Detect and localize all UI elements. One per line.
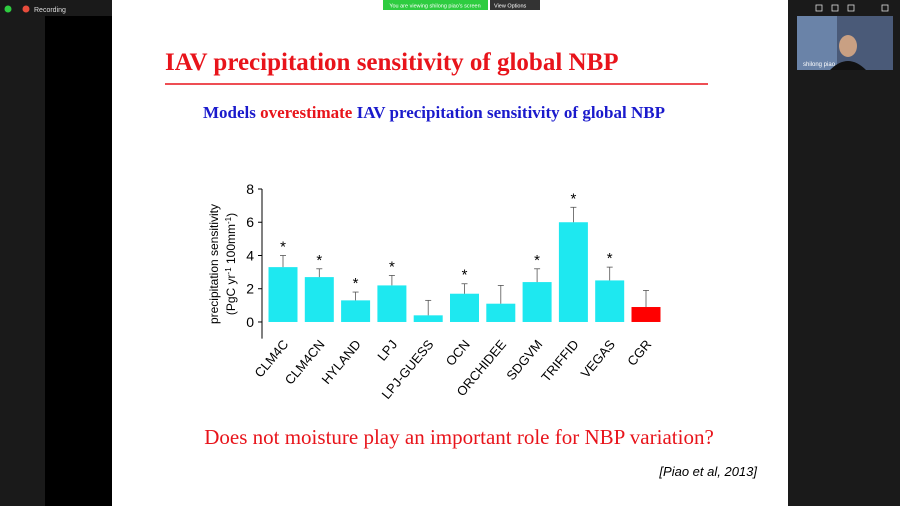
banner [383, 0, 488, 10]
citation: [Piao et al, 2013] [658, 464, 757, 479]
significance-mark: * [280, 238, 286, 255]
significance-mark: * [353, 275, 359, 292]
y-tick-label: 0 [246, 314, 254, 330]
y-tick-label: 2 [246, 281, 254, 297]
significance-mark: * [570, 190, 576, 207]
shoulders [830, 61, 866, 70]
significance-mark: * [316, 252, 322, 269]
bar [413, 315, 443, 322]
subtitle-part: overestimate [260, 103, 353, 122]
view-options-text[interactable]: View Options [494, 4, 527, 10]
unit-part: -1 [224, 267, 233, 275]
shield-icon [4, 5, 12, 13]
subtitle: Models overestimate IAV precipitation se… [203, 103, 665, 122]
bar [522, 282, 552, 322]
question: Does not moisture play an important role… [204, 425, 714, 449]
unit-part: ) [224, 213, 238, 217]
unit-part: (PgC yr [224, 274, 238, 315]
record-icon [22, 5, 30, 13]
top-right-icons [815, 4, 889, 12]
subtitle-part: IAV precipitation sensitivity of global … [357, 103, 665, 122]
y-tick-label: 6 [246, 214, 254, 230]
y-tick-label: 4 [246, 247, 254, 263]
video-bg [797, 16, 837, 70]
subtitle-part: Models [203, 103, 256, 122]
y-axis-unit: (PgC yr-1 100mm-1) [224, 213, 239, 315]
significance-mark: * [534, 252, 540, 269]
bar [486, 303, 516, 322]
bar [558, 222, 588, 322]
y-axis-label: precipitation sensitivity [207, 204, 221, 324]
significance-mark: * [607, 250, 613, 267]
significance-mark: * [389, 258, 395, 275]
participant-name: shilong piao [803, 62, 836, 68]
unit-part: 100mm [224, 224, 238, 267]
bar [631, 307, 661, 322]
unit-part: -1 [224, 216, 233, 224]
y-tick-label: 8 [246, 181, 254, 197]
bar [341, 300, 371, 322]
slide-title: IAV precipitation sensitivity of global … [165, 49, 619, 76]
left-black [45, 16, 112, 506]
significance-mark: * [462, 267, 468, 284]
bar [450, 293, 479, 322]
face [839, 35, 857, 57]
bar [304, 277, 334, 322]
recording-label: Recording [34, 7, 66, 14]
banner-text: You are viewing shilong piao's screen [389, 4, 480, 10]
view-options-button[interactable] [490, 0, 540, 10]
bar [595, 280, 625, 322]
bar [268, 267, 298, 322]
bar [377, 285, 407, 322]
